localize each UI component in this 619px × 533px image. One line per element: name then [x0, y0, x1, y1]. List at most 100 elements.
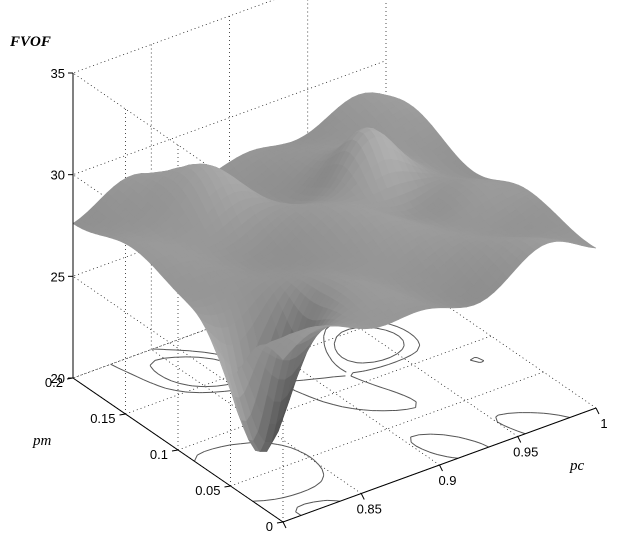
floor-contour-segment: [410, 441, 417, 447]
floor-contour-segment: [281, 444, 291, 449]
floor-contour-segment: [372, 384, 381, 388]
pc-tick-mark: [282, 521, 287, 529]
floor-contour-segment: [175, 389, 186, 393]
floor-contour-segment: [123, 370, 131, 375]
floor-contour-segment: [277, 443, 282, 446]
floor-contour-segment: [388, 389, 392, 392]
floor-contour-segment: [341, 356, 345, 360]
floor-contour-segment: [174, 381, 180, 384]
surface-patch: [277, 347, 291, 360]
floor-contour-segment: [304, 501, 314, 505]
floor-contour-segment: [410, 397, 417, 403]
floor-contour-segment: [396, 325, 404, 330]
floor-contour-segment: [324, 401, 334, 406]
pm-tick-mark: [171, 449, 179, 452]
floor-contour-segment: [390, 353, 398, 358]
floor-contour-segment: [393, 332, 400, 337]
surface-mesh: [72, 92, 597, 453]
floor-contour-segment: [341, 328, 350, 333]
floor-contour-segment: [478, 442, 483, 445]
floor-contour-segment: [437, 454, 448, 458]
floor-contour-segment: [382, 356, 391, 361]
pm-tick-label: 0.05: [195, 483, 220, 498]
floor-contour-segment: [335, 364, 341, 370]
floor-contour-segment: [158, 373, 165, 379]
floor-contour-segment: [307, 485, 316, 491]
floor-contour-segment: [495, 414, 499, 418]
floor-contour-segment: [398, 336, 404, 341]
floor-contour-segment: [204, 351, 215, 355]
floor-contour-segment: [417, 340, 420, 345]
tick-labels: 0.8 0.85 0.9 0.95 1 0 0.05 0.1 0.15 0.220 25 30 35: [45, 66, 608, 533]
z-tick-label: 20: [51, 371, 65, 386]
floor-contour-segment: [314, 377, 325, 380]
floor-contour-segment: [314, 460, 318, 464]
floor-contour-segment: [150, 382, 154, 385]
floor-contour-segment: [435, 453, 438, 456]
floor-contour-segment: [395, 408, 407, 411]
z-axis-label: FVOF: [9, 34, 51, 50]
floor-contour-segment: [290, 447, 298, 451]
floor-contour-segment: [324, 376, 334, 379]
floor-contour-segment: [212, 446, 222, 450]
floor-contour-segment: [328, 356, 333, 362]
floor-contour-segment: [366, 381, 374, 386]
floor-grid-pc-0.85: [151, 349, 362, 494]
floor-contour-segment: [333, 337, 337, 344]
floor-contour-segment: [240, 442, 252, 445]
floor-contour-segment: [433, 433, 444, 436]
pc-tick-mark: [360, 493, 365, 500]
floor-contour-segment: [415, 445, 423, 450]
x-axis-label: pc: [569, 458, 585, 474]
floor-contour-segment: [365, 368, 372, 372]
floor-contour-segment: [498, 413, 504, 416]
floor-contour-segment: [303, 378, 312, 381]
floor-contour-segment: [215, 390, 225, 393]
floor-contour-segment: [164, 377, 172, 382]
floor-contour-segment: [403, 394, 411, 399]
z-tick-label: 30: [51, 168, 65, 183]
pm-tick-label: 0.15: [90, 411, 115, 426]
floor-contour-segment: [297, 503, 305, 508]
floor-contour-segment: [165, 387, 175, 391]
floor-contour-segment: [401, 345, 405, 350]
floor-contour-segment: [344, 358, 349, 362]
floor-contour-segment: [358, 408, 364, 411]
floor-contour-segment: [300, 489, 309, 494]
pc-tick-label: 0.95: [513, 445, 538, 460]
y-axis-label: pm: [32, 433, 52, 449]
floor-contour-segment: [403, 341, 405, 346]
floor-contour-segment: [507, 412, 519, 414]
floor-contour-segment: [313, 500, 324, 503]
floor-contour-segment: [295, 390, 303, 395]
floor-contour-segment: [118, 367, 124, 371]
floor-contour-segment: [465, 438, 475, 442]
floor-contour-segment: [204, 448, 213, 453]
floor-contour-segment: [503, 424, 511, 429]
floor-contour-segment: [324, 346, 328, 352]
floor-contour-segment: [316, 462, 320, 466]
floor-contour-segment: [110, 363, 118, 368]
floor-contour-segment: [419, 433, 431, 436]
floor-contour-segment: [389, 323, 397, 327]
floor-contour-segment: [352, 370, 363, 374]
floor-contour-segment: [221, 444, 231, 448]
floor-contour-segment: [271, 442, 278, 445]
floor-contour-segment: [297, 450, 301, 453]
pc-tick-label: 0.85: [357, 502, 382, 517]
floor-contour-segment: [458, 436, 466, 440]
pc-tick-label: 0.9: [438, 473, 456, 488]
floor-contour-segment: [203, 357, 214, 360]
floor-contour-segment: [403, 354, 412, 359]
floor-contour-segment: [194, 454, 198, 461]
floor-contour-segment: [415, 401, 417, 408]
floor-contour-segment: [410, 352, 415, 356]
floor-contour-segment: [252, 500, 264, 502]
floor-contour-segment: [337, 352, 341, 357]
floor-contour-segment: [198, 356, 205, 359]
floor-contour-segment: [385, 329, 388, 332]
floor-contour-segment: [410, 434, 420, 438]
pc-tick-mark: [439, 464, 443, 472]
floor-contour-segment: [192, 385, 201, 388]
floor-contour-segment: [403, 328, 410, 334]
